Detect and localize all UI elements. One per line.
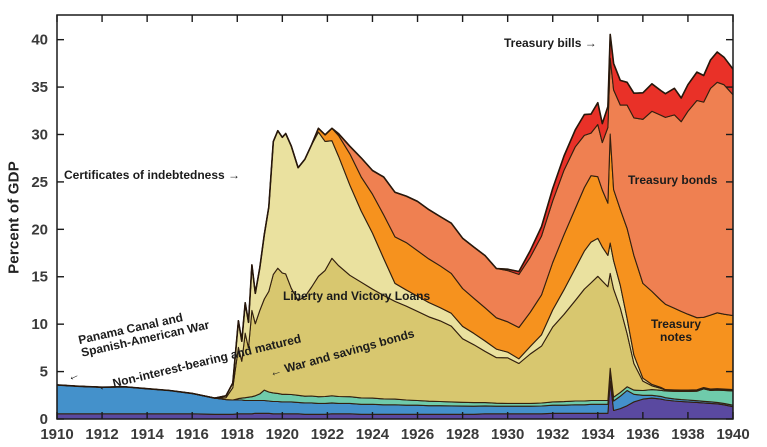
liberty-label: Liberty and Victory Loans [283, 289, 431, 303]
x-tick-label: 1938 [671, 426, 704, 443]
x-tick-label: 1934 [581, 426, 615, 443]
x-tick-label: 1916 [176, 426, 209, 443]
y-tick-label: 30 [31, 126, 48, 143]
x-tick-label: 1940 [716, 426, 749, 443]
x-tick-label: 1936 [626, 426, 659, 443]
x-tick-label: 1922 [311, 426, 344, 443]
plot-border [56, 14, 734, 420]
y-tick-label: 0 [40, 411, 48, 428]
x-tick-label: 1914 [130, 426, 164, 443]
x-tick-label: 1920 [266, 426, 299, 443]
total-outline [56, 33, 734, 399]
y-tick-label: 35 [31, 79, 48, 96]
x-tick-label: 1924 [356, 426, 390, 443]
y-axis-title: Percent of GDP [5, 161, 23, 274]
y-tick-label: 15 [31, 269, 48, 286]
y-tick-label: 25 [31, 174, 48, 191]
y-tick-label: 40 [31, 32, 48, 49]
treasury-bonds-label: Treasury bonds [628, 173, 718, 187]
y-tick-label: 10 [31, 316, 48, 333]
x-tick-label: 1918 [221, 426, 254, 443]
certificates-label: Certificates of indebtedness → [64, 168, 241, 182]
x-tick-label: 1932 [536, 426, 569, 443]
y-tick-label: 5 [40, 364, 48, 381]
x-tick-label: 1930 [491, 426, 524, 443]
x-tick-label: 1926 [401, 426, 434, 443]
x-tick-label: 1912 [85, 426, 118, 443]
y-tick-label: 20 [31, 221, 48, 238]
x-tick-label: 1910 [40, 426, 73, 443]
treasury-bills-label: Treasury bills → [504, 36, 597, 50]
x-tick-label: 1928 [446, 426, 479, 443]
treasury-notes-label: Treasury notes [650, 317, 702, 344]
